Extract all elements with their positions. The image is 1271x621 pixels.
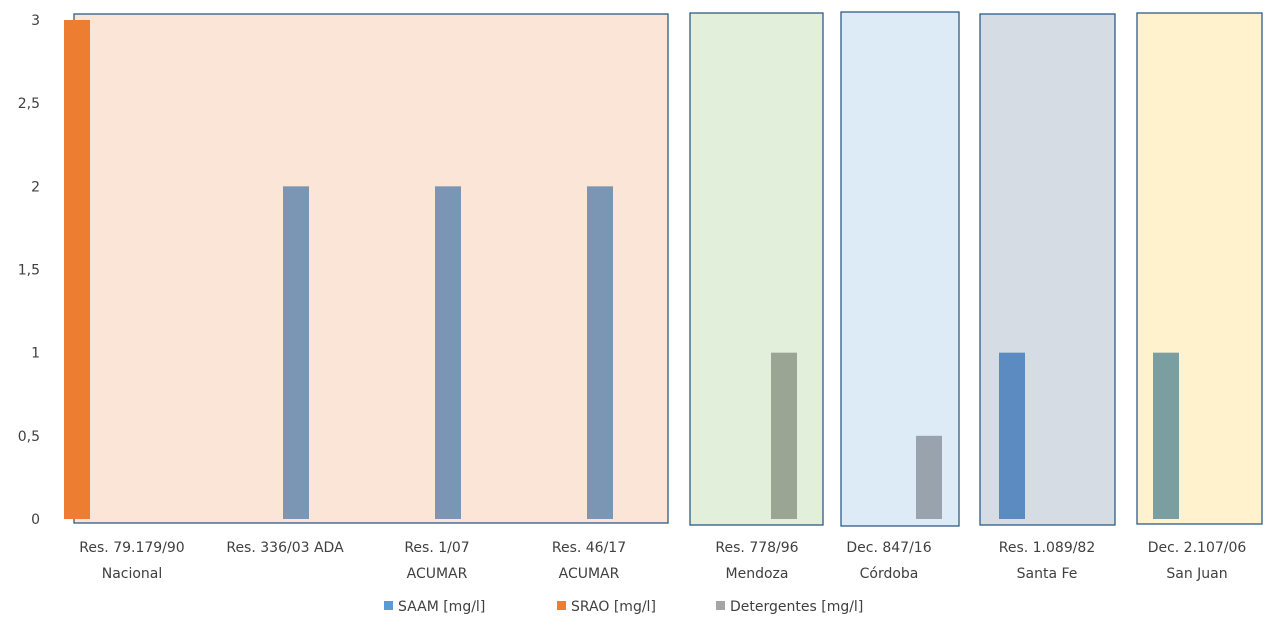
bar-detergentes-7 <box>1153 352 1179 519</box>
x-tick-label-line1: Res. 46/17 <box>552 540 626 556</box>
x-tick-label-line1: Res. 79.179/90 <box>79 540 184 556</box>
bars <box>64 20 1179 520</box>
x-tick-label-line2: San Juan <box>1166 566 1227 582</box>
legend-label: SAAM [mg/l] <box>398 599 485 615</box>
y-tick-label: 2 <box>31 179 40 195</box>
legend-label: Detergentes [mg/l] <box>730 599 863 615</box>
y-tick-label: 0,5 <box>18 429 40 445</box>
legend-swatch <box>716 601 725 610</box>
legend-swatch <box>384 601 393 610</box>
x-tick-label-line1: Res. 336/03 ADA <box>226 540 344 556</box>
x-tick-label-line1: Res. 1/07 <box>404 540 469 556</box>
y-tick-label: 0 <box>31 512 40 528</box>
bar-detergentes-2 <box>435 186 461 520</box>
x-tick-label-line2: Santa Fe <box>1017 566 1078 582</box>
x-tick-label-line1: Dec. 847/16 <box>846 540 931 556</box>
bar-detergentes-1 <box>283 186 309 520</box>
y-tick-label: 3 <box>31 13 40 29</box>
y-tick-label: 1 <box>31 346 40 362</box>
region-backgrounds <box>73 11 1263 527</box>
x-tick-label-line2: Mendoza <box>726 566 789 582</box>
bar-saam-6 <box>999 352 1025 519</box>
region-box-1 <box>689 12 824 526</box>
x-tick-label-line1: Res. 1.089/82 <box>999 540 1096 556</box>
x-tick-label-line2: Nacional <box>102 566 163 582</box>
legend-label: SRAO [mg/l] <box>571 599 656 615</box>
y-tick-label: 1,5 <box>18 263 40 279</box>
x-tick-label-line2: ACUMAR <box>559 566 620 582</box>
bar-detergentes-5 <box>916 435 942 519</box>
legend-swatch <box>557 601 566 610</box>
region-box-0 <box>73 13 669 524</box>
legend: SAAM [mg/l] SRAO [mg/l] Detergentes [mg/l] <box>384 599 863 615</box>
y-tick-label: 2,5 <box>18 96 40 112</box>
x-tick-label-line1: Res. 778/96 <box>715 540 798 556</box>
bar-srao-0 <box>64 20 90 519</box>
y-axis: 0 0,5 1 1,5 2 2,5 3 <box>18 13 40 528</box>
x-tick-label-line2: Córdoba <box>860 566 919 582</box>
x-tick-label-line2: ACUMAR <box>407 566 468 582</box>
bar-detergentes-3 <box>587 186 613 520</box>
x-axis: Res. 79.179/90 Nacional Res. 336/03 ADA Res… <box>79 540 1246 582</box>
x-tick-label-line1: Dec. 2.107/06 <box>1148 540 1247 556</box>
bar-detergentes-4 <box>771 352 797 519</box>
